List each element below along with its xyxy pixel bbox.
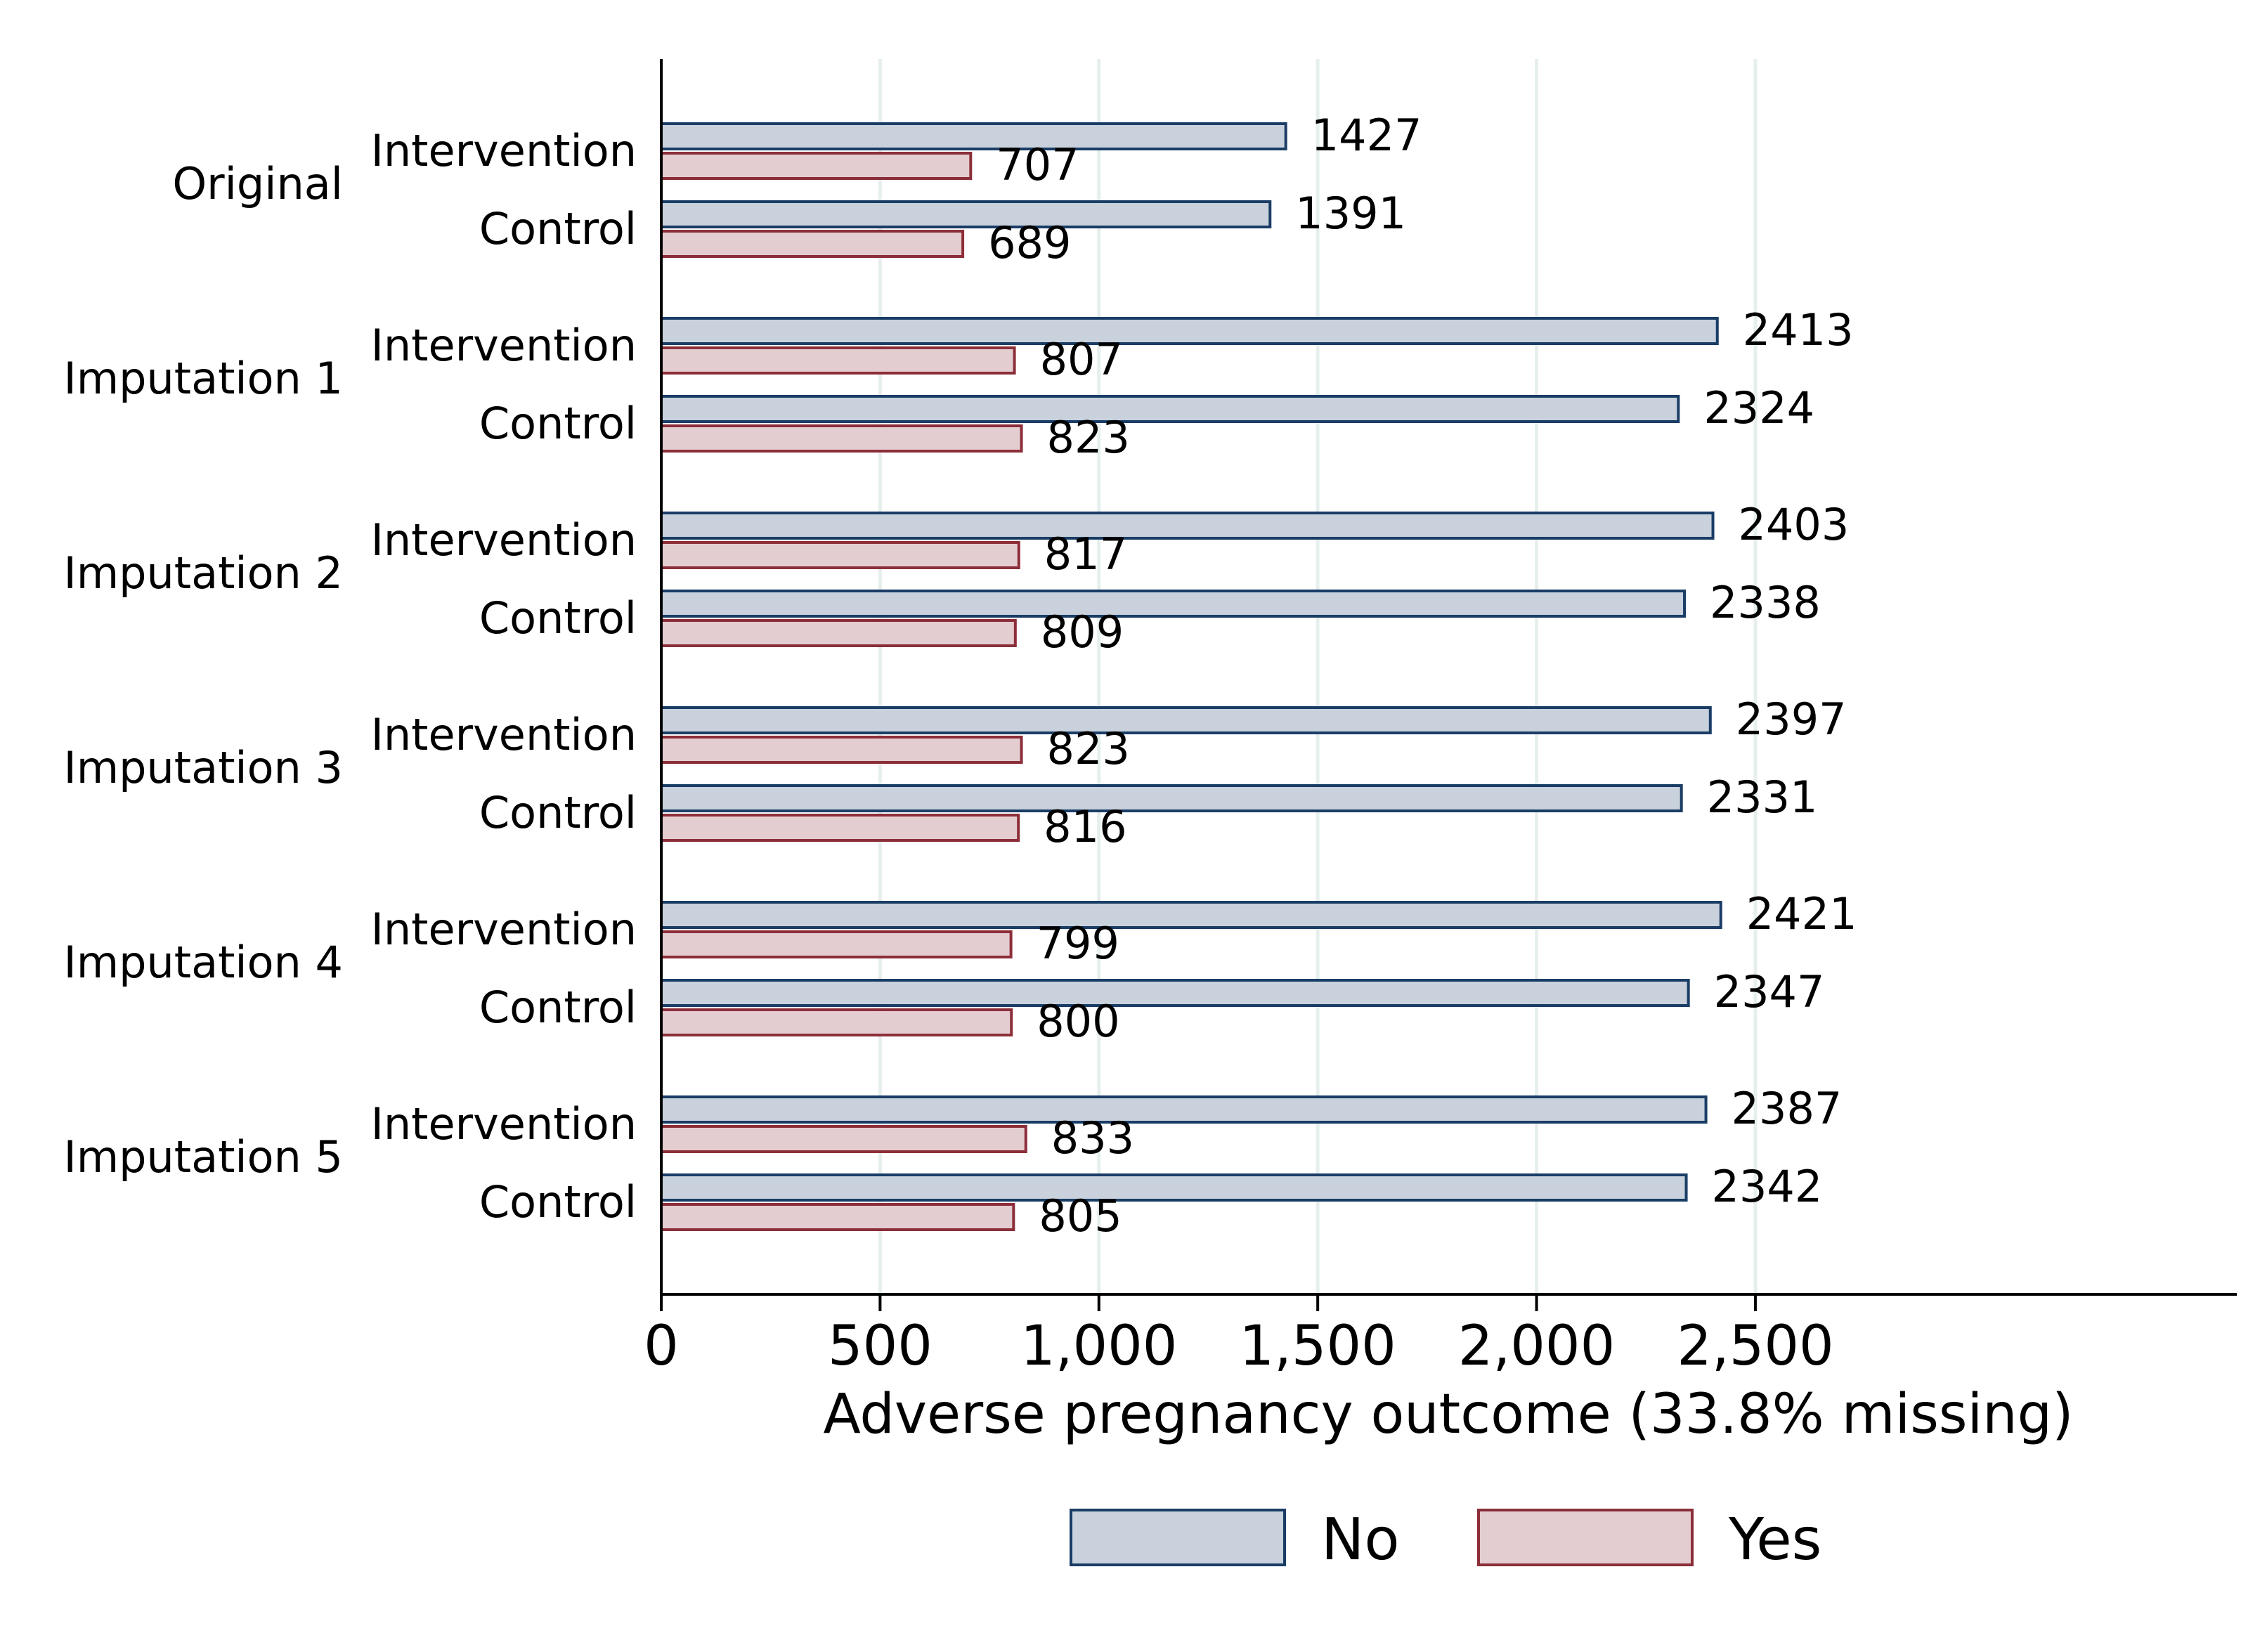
bar-yes [660,1203,1015,1231]
row-label: Control [479,398,637,449]
row-label: Intervention [371,320,637,371]
bar-no [660,706,1712,734]
bar-yes [660,230,965,258]
bar-value-label: 707 [996,139,1079,190]
bar-yes [660,541,1020,569]
row-label: Intervention [371,904,637,955]
bar-yes [660,1008,1013,1036]
bar-value-label: 2342 [1712,1161,1823,1212]
x-tick-label: 1,000 [1020,1315,1177,1378]
row-label: Intervention [371,514,637,566]
x-tick-label: 1,500 [1240,1315,1396,1378]
bar-yes [660,424,1023,453]
bar-yes [660,736,1023,764]
legend: No Yes [1070,1507,1821,1573]
group-label: Imputation 2 [63,547,343,599]
bar-value-label: 1427 [1311,110,1422,161]
bar-yes [660,814,1020,842]
bars [660,122,1722,1231]
bar-no [660,395,1680,423]
row-label: Control [479,982,637,1033]
group-label: Imputation 5 [63,1131,343,1183]
legend-label-no: No [1321,1507,1400,1573]
row-label: Intervention [371,1098,637,1150]
bar-no [660,317,1719,345]
bar-no [660,784,1683,812]
row-label: Control [479,592,637,644]
row-label: Control [479,1176,637,1228]
bar-value-label: 817 [1044,528,1127,580]
group-label: Imputation 3 [63,742,343,793]
legend-label-yes: Yes [1728,1507,1821,1573]
bar-no [660,200,1272,228]
bar-no [660,1173,1688,1202]
bar-no [660,590,1687,618]
bar-value-label: 2331 [1707,772,1818,823]
bar-value-label: 1391 [1295,188,1406,239]
group-label: Imputation 4 [63,937,343,988]
bar-value-label: 2413 [1743,304,1854,356]
bar-value-label: 2338 [1710,577,1821,628]
bar-value-label: 805 [1039,1190,1122,1242]
bar-yes [660,619,1017,647]
bar-value-label: 2347 [1714,966,1825,1017]
x-tick-label: 2,500 [1677,1315,1833,1378]
bar-yes [660,930,1013,958]
x-axis-title: Adverse pregnancy outcome (33.8% missing… [823,1383,2073,1446]
bar-value-label: 800 [1037,996,1119,1047]
bar-value-label: 823 [1047,723,1130,774]
bar-value-label: 807 [1040,334,1123,385]
legend-swatch-yes [1477,1509,1694,1566]
axes: 0 500 1,000 1,500 2,000 2,500 [644,59,2237,1378]
group-label: Imputation 1 [63,353,343,404]
bar-value-label: 823 [1047,412,1130,463]
bar-value-label: 799 [1037,918,1119,969]
bar-yes [660,346,1016,375]
bar-no [660,122,1287,150]
group-label: Original [172,158,343,209]
labels: 1427 707 Intervention 1391 689 Control Origina… [63,110,1857,1242]
bar-no [660,1095,1708,1124]
row-label: Control [479,203,637,254]
row-label: Intervention [371,125,637,176]
row-label: Intervention [371,709,637,760]
bar-value-label: 2403 [1739,499,1850,550]
bar-value-label: 816 [1044,801,1126,852]
bar-value-label: 2387 [1732,1083,1843,1134]
bar-value-label: 833 [1051,1112,1134,1164]
row-label: Control [479,787,637,838]
bar-value-label: 689 [988,217,1071,268]
bar-value-label: 2324 [1703,382,1814,434]
bar-yes [660,152,973,180]
bar-yes [660,1125,1027,1153]
x-tick-label: 500 [828,1315,933,1378]
bar-no [660,512,1715,540]
x-tick-label: 2,000 [1458,1315,1615,1378]
bar-value-label: 2421 [1746,888,1857,939]
grid-lines [878,59,1758,1294]
bar-no [660,979,1690,1007]
legend-swatch-no [1070,1509,1286,1566]
bar-value-label: 2397 [1736,694,1847,745]
bar-value-label: 809 [1041,606,1124,658]
bar-no [660,901,1722,929]
x-tick-label: 0 [644,1315,679,1378]
